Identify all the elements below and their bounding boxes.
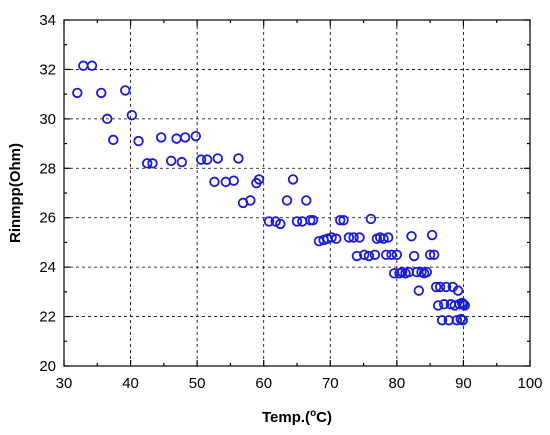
data-point	[263, 216, 275, 227]
y-tick-label: 24	[39, 259, 56, 276]
data-point	[354, 232, 365, 243]
data-point	[108, 134, 119, 146]
data-point	[458, 299, 469, 310]
y-tick-label: 20	[39, 358, 56, 375]
data-point	[383, 232, 394, 243]
data-point	[78, 60, 89, 71]
x-tick-label: 30	[56, 375, 73, 392]
data-point	[365, 213, 377, 225]
data-point	[432, 300, 444, 311]
data-point	[120, 85, 131, 96]
data-point	[190, 130, 202, 142]
data-point	[331, 233, 342, 244]
data-point	[406, 231, 417, 242]
y-tick-label: 22	[39, 309, 56, 326]
x-axis-label-suffix: C)	[316, 409, 332, 426]
data-point	[348, 232, 359, 243]
data-point	[86, 60, 98, 71]
y-tick-label: 32	[39, 61, 56, 78]
data-point	[430, 281, 442, 293]
data-point	[452, 285, 464, 296]
x-tick-label: 40	[122, 375, 139, 392]
x-axis-label: Temp.(oC)	[262, 408, 332, 426]
data-points	[72, 60, 470, 326]
data-point	[459, 300, 470, 311]
data-point	[413, 285, 425, 296]
y-tick-label: 30	[39, 111, 56, 128]
x-tick-labels: 30 40 50 60 70 80 90 100	[56, 375, 543, 392]
data-point	[212, 153, 223, 164]
data-point	[209, 176, 220, 188]
data-point	[142, 158, 153, 169]
data-point	[233, 153, 244, 164]
data-point	[359, 249, 370, 260]
data-point	[391, 249, 403, 260]
data-point	[102, 113, 113, 125]
data-point	[434, 281, 446, 293]
data-point	[456, 297, 468, 309]
data-point	[411, 266, 423, 278]
y-axis-label: Rinmpp(Ohm)	[7, 143, 24, 243]
data-point	[275, 218, 286, 230]
data-point	[363, 250, 375, 262]
data-point	[343, 232, 355, 243]
data-point	[338, 214, 349, 226]
x-axis-label-superscript: o	[310, 408, 316, 419]
data-point	[287, 174, 299, 185]
data-point	[424, 249, 436, 260]
data-point	[281, 195, 293, 206]
data-point	[201, 154, 213, 165]
x-tick-label: 60	[255, 375, 272, 392]
y-tick-label: 26	[39, 210, 56, 227]
x-tick-label: 90	[455, 375, 472, 392]
data-point	[421, 266, 433, 278]
y-tick-labels: 20 22 24 26 28 30 32 34	[39, 12, 56, 375]
data-point	[369, 249, 381, 260]
data-point	[386, 249, 397, 260]
data-point	[245, 195, 256, 206]
data-point	[171, 133, 182, 144]
data-point	[381, 249, 392, 260]
data-point	[438, 299, 450, 310]
data-point	[96, 87, 107, 99]
data-point	[351, 250, 363, 262]
data-point	[301, 195, 312, 206]
x-tick-label: 100	[517, 375, 542, 392]
data-point	[408, 250, 420, 262]
plot-frame	[63, 19, 531, 367]
data-point	[307, 214, 319, 226]
data-point	[228, 175, 239, 186]
x-tick-label: 50	[189, 375, 206, 392]
data-point	[378, 233, 389, 244]
y-tick-label: 34	[39, 12, 56, 29]
data-point	[72, 87, 83, 99]
data-point	[426, 229, 438, 241]
data-point	[176, 156, 188, 168]
data-point	[147, 158, 158, 169]
data-point	[133, 135, 144, 147]
data-point	[428, 249, 440, 260]
x-tick-label: 80	[389, 375, 406, 392]
data-point	[253, 174, 265, 185]
data-point	[195, 154, 207, 165]
x-tick-label: 70	[322, 375, 339, 392]
data-point	[155, 132, 167, 143]
data-point	[179, 132, 191, 143]
data-point	[436, 315, 448, 326]
data-point	[457, 315, 468, 326]
data-point	[165, 155, 177, 167]
data-point	[126, 109, 138, 121]
data-point	[291, 216, 303, 227]
data-point	[440, 281, 452, 293]
y-tick-label: 28	[39, 160, 56, 177]
data-point	[326, 232, 337, 243]
x-axis-label-prefix: Temp.(	[262, 409, 310, 426]
data-point	[335, 214, 346, 226]
